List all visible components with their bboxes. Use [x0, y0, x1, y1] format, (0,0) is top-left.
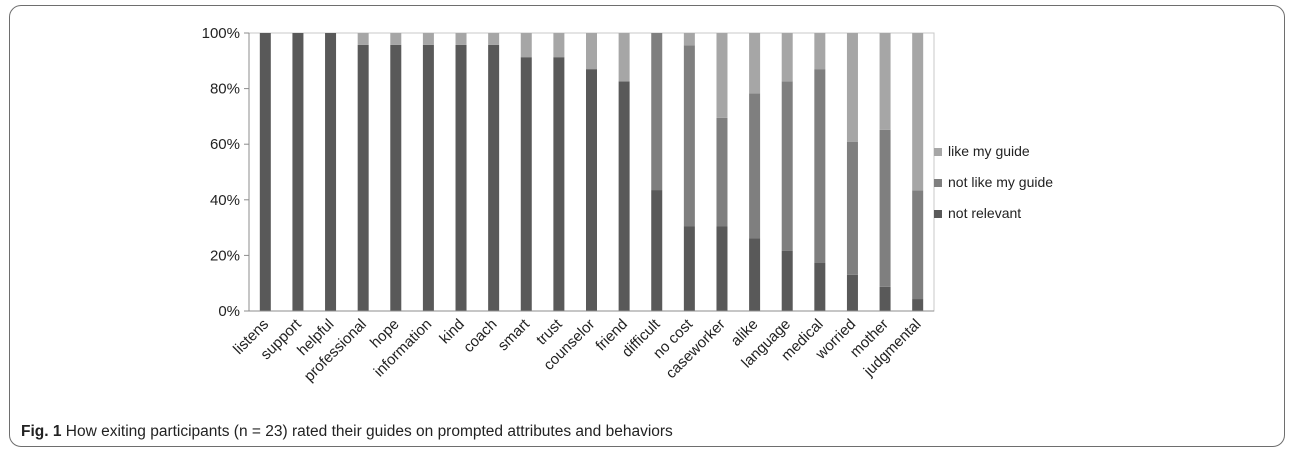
legend-swatch — [934, 148, 942, 156]
y-tick-label: 80% — [210, 81, 240, 98]
bar-not-relevant-helpful — [325, 33, 337, 311]
bar-not-relevant-counselor — [586, 69, 597, 311]
bar-not-like-my-guide-no-cost — [683, 45, 695, 227]
legend-group: like my guide not like my guide not releva… — [934, 143, 1053, 221]
legend-label: not like my guide — [948, 174, 1053, 190]
bar-not-relevant-difficult — [651, 190, 663, 311]
bar-like-my-guide-mother — [879, 33, 891, 130]
bar-like-my-guide-coach — [488, 33, 500, 45]
bar-not-like-my-guide-difficult — [651, 33, 663, 191]
bar-not-relevant-support — [292, 33, 304, 311]
bar-not-relevant-friend — [618, 81, 630, 312]
bar-like-my-guide-counselor — [586, 33, 597, 70]
caption-label: Fig. 1 — [21, 423, 62, 440]
bar-like-my-guide-friend — [618, 33, 630, 82]
bar-not-relevant-trust — [553, 57, 565, 311]
y-tick-label: 40% — [210, 192, 240, 209]
bar-like-my-guide-medical — [814, 33, 826, 70]
bar-not-relevant-hope — [390, 44, 402, 311]
x-tick-label: smart — [495, 315, 534, 354]
caption-text: How exiting participants (n = 23) rated … — [61, 423, 673, 440]
bar-not-like-my-guide-caseworker — [716, 117, 728, 227]
bar-not-relevant-listens — [259, 33, 271, 311]
bar-not-relevant-worried — [846, 274, 858, 311]
y-tick-label: 100% — [202, 25, 240, 42]
bar-like-my-guide-no-cost — [683, 33, 695, 46]
bar-not-like-my-guide-alike — [749, 93, 761, 239]
y-tick-label: 60% — [210, 136, 240, 153]
bar-not-relevant-language — [781, 250, 793, 311]
bar-like-my-guide-worried — [846, 33, 858, 142]
y-tick-label: 20% — [210, 247, 240, 264]
bar-like-my-guide-alike — [749, 33, 761, 94]
bar-not-like-my-guide-medical — [814, 69, 826, 263]
figure-frame — [9, 5, 1285, 447]
bar-like-my-guide-caseworker — [716, 33, 728, 118]
y-tick-label: 0% — [218, 303, 240, 320]
bar-like-my-guide-kind — [455, 33, 467, 45]
bar-not-relevant-judgmental — [912, 299, 924, 311]
bar-like-my-guide-judgmental — [912, 33, 924, 191]
bar-like-my-guide-hope — [390, 33, 402, 45]
bar-like-my-guide-smart — [520, 33, 532, 58]
bar-not-like-my-guide-mother — [879, 129, 891, 287]
bar-not-relevant-professional — [357, 44, 369, 311]
bar-like-my-guide-information — [422, 33, 434, 45]
bar-not-relevant-caseworker — [716, 226, 728, 311]
bar-like-my-guide-trust — [553, 33, 565, 58]
legend-label: like my guide — [948, 143, 1030, 159]
legend-label: not relevant — [948, 205, 1021, 221]
bar-not-relevant-information — [422, 44, 434, 311]
bar-not-relevant-coach — [488, 44, 500, 311]
bar-not-relevant-smart — [520, 57, 532, 311]
bar-like-my-guide-language — [781, 33, 793, 82]
bars-group — [259, 33, 924, 312]
legend-swatch — [934, 179, 942, 187]
figure-caption: Fig. 1 How exiting participants (n = 23)… — [21, 423, 673, 441]
bar-not-relevant-no-cost — [683, 226, 695, 311]
bar-not-like-my-guide-worried — [846, 141, 858, 275]
bar-like-my-guide-professional — [357, 33, 369, 45]
bar-not-relevant-medical — [814, 262, 826, 311]
legend-swatch — [934, 210, 942, 218]
bar-not-relevant-kind — [455, 44, 467, 311]
bar-not-relevant-alike — [749, 238, 761, 311]
bar-not-like-my-guide-language — [781, 81, 793, 251]
bar-not-relevant-mother — [879, 286, 891, 311]
bar-not-like-my-guide-judgmental — [912, 190, 924, 300]
x-tick-label: coach — [460, 316, 500, 356]
